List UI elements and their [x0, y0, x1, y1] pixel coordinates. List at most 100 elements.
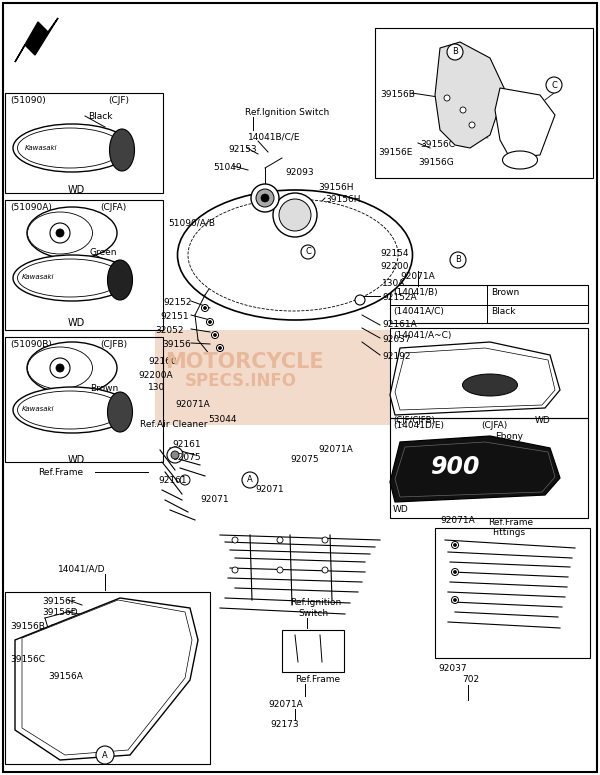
Text: 92154: 92154	[380, 249, 409, 258]
Ellipse shape	[463, 374, 517, 396]
Text: Ref.Ignition Switch: Ref.Ignition Switch	[245, 108, 329, 117]
Text: Kawasaki: Kawasaki	[22, 406, 55, 412]
Text: Ref.Ignition: Ref.Ignition	[290, 598, 341, 607]
Text: WD: WD	[67, 318, 85, 328]
Polygon shape	[15, 18, 58, 62]
Text: 92071A: 92071A	[400, 272, 435, 281]
Text: 14041/A/D: 14041/A/D	[58, 565, 106, 574]
Text: A: A	[102, 750, 108, 759]
Text: 130: 130	[148, 383, 165, 392]
Circle shape	[279, 199, 311, 231]
Text: 32052: 32052	[155, 326, 184, 335]
Bar	[390, 328, 588, 418]
Text: (CJFB): (CJFB)	[100, 340, 127, 349]
Circle shape	[301, 245, 315, 259]
Text: 39156H: 39156H	[318, 183, 353, 192]
Text: MOTORCYCLE: MOTORCYCLE	[165, 352, 323, 372]
Text: WD: WD	[535, 416, 551, 425]
Text: Ref.Frame: Ref.Frame	[295, 675, 340, 684]
Text: 92161A: 92161A	[382, 320, 417, 329]
Ellipse shape	[27, 207, 117, 259]
Text: 92093: 92093	[285, 168, 314, 177]
Text: Ref.Air Cleaner: Ref.Air Cleaner	[140, 420, 208, 429]
Circle shape	[454, 598, 457, 601]
Circle shape	[322, 567, 328, 573]
Text: 900: 900	[430, 455, 479, 479]
Text: (CJFA): (CJFA)	[100, 203, 126, 212]
Circle shape	[447, 44, 463, 60]
Ellipse shape	[28, 212, 92, 254]
Ellipse shape	[27, 342, 117, 394]
Text: Brown: Brown	[491, 288, 519, 297]
Text: WD: WD	[67, 185, 85, 195]
Text: 39156B: 39156B	[10, 622, 45, 631]
Polygon shape	[390, 342, 560, 415]
Circle shape	[180, 475, 190, 485]
Circle shape	[273, 193, 317, 237]
Circle shape	[232, 537, 238, 543]
Circle shape	[167, 447, 183, 463]
Ellipse shape	[17, 391, 122, 429]
Ellipse shape	[107, 260, 133, 300]
Bar	[282, 630, 344, 672]
Text: 92161: 92161	[172, 440, 200, 449]
Circle shape	[218, 346, 221, 350]
Bar	[5, 337, 163, 462]
Text: 14041B/C/E: 14041B/C/E	[248, 132, 301, 141]
Circle shape	[277, 567, 283, 573]
Circle shape	[232, 567, 238, 573]
Circle shape	[261, 194, 269, 202]
Circle shape	[469, 122, 475, 128]
Circle shape	[96, 746, 114, 764]
Ellipse shape	[13, 255, 131, 301]
Bar	[5, 200, 163, 330]
Bar	[5, 592, 210, 764]
Circle shape	[171, 451, 179, 459]
Text: 92200: 92200	[380, 262, 409, 271]
Polygon shape	[495, 88, 555, 158]
Text: 39156A: 39156A	[508, 103, 543, 112]
Text: 92151: 92151	[160, 312, 188, 321]
Text: 92071A: 92071A	[175, 400, 210, 409]
Text: C: C	[305, 247, 311, 257]
Text: 92075: 92075	[172, 453, 200, 462]
Circle shape	[214, 333, 217, 336]
Circle shape	[546, 77, 562, 93]
Text: 92071: 92071	[255, 485, 284, 494]
Text: Black: Black	[491, 307, 515, 316]
Ellipse shape	[503, 151, 538, 169]
Text: B: B	[455, 256, 461, 264]
Text: 92071A: 92071A	[440, 516, 475, 525]
Ellipse shape	[17, 128, 122, 168]
Text: (14041/B): (14041/B)	[393, 288, 437, 297]
Circle shape	[209, 321, 212, 323]
Circle shape	[251, 184, 279, 212]
Text: Green: Green	[90, 248, 118, 257]
Text: (CJF/CJFB): (CJF/CJFB)	[393, 416, 435, 425]
Circle shape	[450, 252, 466, 268]
Circle shape	[50, 223, 70, 243]
Bar	[390, 285, 588, 323]
Text: 39156C: 39156C	[420, 140, 455, 149]
Ellipse shape	[17, 259, 122, 297]
Text: 39156B: 39156B	[380, 90, 415, 99]
Text: 92161: 92161	[158, 476, 187, 485]
Text: 39156A: 39156A	[48, 672, 83, 681]
Text: WD: WD	[67, 455, 85, 465]
Text: 39156G: 39156G	[418, 158, 454, 167]
Text: 51090/A/B: 51090/A/B	[168, 218, 215, 227]
Ellipse shape	[13, 124, 131, 172]
Ellipse shape	[28, 347, 92, 389]
Circle shape	[206, 319, 214, 326]
Text: Fittings: Fittings	[492, 528, 525, 537]
Bar	[155, 330, 390, 425]
Text: 92071A: 92071A	[268, 700, 303, 709]
Ellipse shape	[178, 190, 413, 320]
Circle shape	[212, 332, 218, 339]
Text: 92153: 92153	[228, 145, 257, 154]
Circle shape	[460, 107, 466, 113]
Text: 39156D: 39156D	[42, 608, 77, 617]
Circle shape	[203, 306, 206, 309]
Text: SPECS.INFO: SPECS.INFO	[185, 372, 297, 390]
Text: 53044: 53044	[208, 415, 236, 424]
